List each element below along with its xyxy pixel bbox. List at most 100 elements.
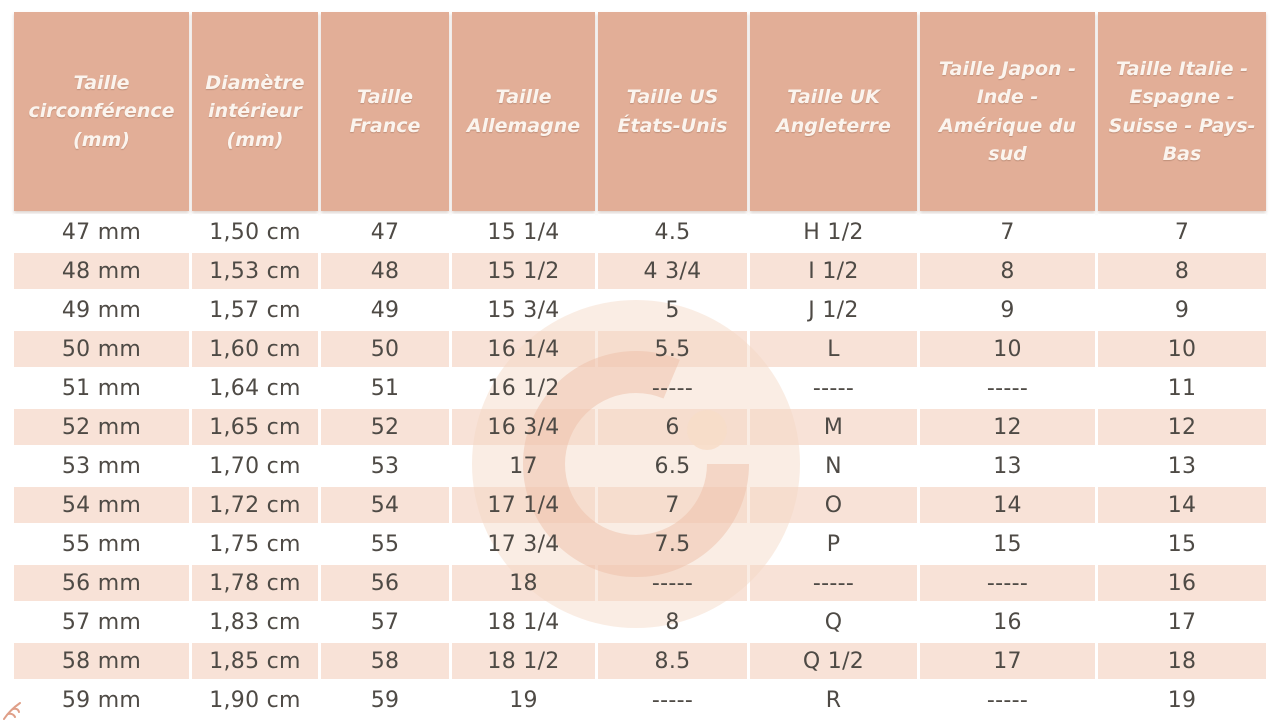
cell-value: 5.5 — [654, 336, 691, 362]
table-cell: N — [750, 448, 917, 484]
table-cell: 7 — [920, 214, 1095, 250]
cell-value: 18 1/4 — [487, 609, 560, 635]
ring-size-conversion-table: Taille circonférence (mm) Diamètre intéri… — [14, 12, 1266, 718]
cell-value: 1,83 cm — [209, 609, 301, 635]
cell-value: 12 — [1167, 414, 1197, 440]
table-cell: R — [750, 682, 917, 718]
cell-value: ----- — [986, 570, 1029, 596]
header-label: Diamètre intérieur (mm) — [205, 71, 305, 151]
cell-value: ----- — [812, 375, 855, 401]
cell-value: 8.5 — [654, 648, 691, 674]
table-cell: 10 — [1098, 331, 1266, 367]
header-label: Taille Allemagne — [466, 86, 581, 137]
table-cell: 17 3/4 — [452, 526, 595, 562]
cell-value: 51 — [370, 375, 400, 401]
cell-value: 1,90 cm — [209, 687, 301, 713]
table-cell: 12 — [920, 409, 1095, 445]
table-cell: 51 — [321, 370, 449, 406]
cell-value: M — [823, 414, 844, 440]
cell-value: J 1/2 — [808, 297, 859, 323]
cell-value: 17 1/4 — [487, 492, 560, 518]
table-cell: 16 — [1098, 565, 1266, 601]
header-cell-4: Taille Allemagne — [452, 12, 595, 211]
table-cell: 8.5 — [598, 643, 747, 679]
cell-value: 5 — [665, 297, 680, 323]
cell-value: 16 1/2 — [487, 375, 560, 401]
table-cell: 18 — [452, 565, 595, 601]
cell-value: 53 mm — [61, 453, 142, 479]
header-cell-1: Taille circonférence (mm) — [14, 12, 189, 211]
cell-value: ----- — [812, 570, 855, 596]
table-cell: ----- — [750, 370, 917, 406]
cell-value: 1,53 cm — [209, 258, 301, 284]
cell-value: 49 — [370, 297, 400, 323]
table-cell: 4 3/4 — [598, 253, 747, 289]
cell-value: 50 — [370, 336, 400, 362]
table-cell: 59 — [321, 682, 449, 718]
table-cell: 14 — [920, 487, 1095, 523]
table-cell: Q 1/2 — [750, 643, 917, 679]
cell-value: 17 — [1167, 609, 1197, 635]
cell-value: I 1/2 — [808, 258, 859, 284]
cell-value: 1,72 cm — [209, 492, 301, 518]
table-cell: 16 1/2 — [452, 370, 595, 406]
cell-value: 18 1/2 — [487, 648, 560, 674]
table-cell: 52 mm — [14, 409, 189, 445]
cell-value: 18 — [1167, 648, 1197, 674]
cell-value: 50 mm — [61, 336, 142, 362]
table-cell: 57 mm — [14, 604, 189, 640]
table-cell: 58 mm — [14, 643, 189, 679]
table-cell: ----- — [920, 370, 1095, 406]
table-cell: L — [750, 331, 917, 367]
cell-value: 6 — [665, 414, 680, 440]
header-cell-7: Taille Japon - Inde - Amérique du sud — [920, 12, 1095, 211]
cell-value: L — [827, 336, 840, 362]
cell-value: 47 — [370, 219, 400, 245]
cell-value: 16 3/4 — [487, 414, 560, 440]
cell-value: 52 mm — [61, 414, 142, 440]
table-cell: 1,78 cm — [192, 565, 318, 601]
table-cell: 8 — [1098, 253, 1266, 289]
table-cell: 56 mm — [14, 565, 189, 601]
table-cell: 10 — [920, 331, 1095, 367]
header-label: Taille France — [349, 86, 421, 137]
cell-value: 58 — [370, 648, 400, 674]
cell-value: 18 — [509, 570, 538, 596]
cell-value: 55 mm — [61, 531, 142, 557]
cell-value: O — [824, 492, 843, 518]
cell-value: 12 — [993, 414, 1022, 440]
cell-value: 7 — [1000, 219, 1015, 245]
table-cell: 8 — [598, 604, 747, 640]
table-cell: 17 — [920, 643, 1095, 679]
table-cell: 1,72 cm — [192, 487, 318, 523]
cell-value: 7 — [1174, 219, 1190, 245]
table-cell: J 1/2 — [750, 292, 917, 328]
cell-value: 59 — [370, 687, 400, 713]
header-cell-6: Taille UK Angleterre — [750, 12, 917, 211]
cell-value: 15 3/4 — [487, 297, 560, 323]
cell-value: 14 — [993, 492, 1022, 518]
table-cell: 15 — [1098, 526, 1266, 562]
cell-value: 1,50 cm — [209, 219, 301, 245]
cell-value: 13 — [993, 453, 1022, 479]
cell-value: 52 — [370, 414, 400, 440]
cell-value: 15 1/4 — [487, 219, 560, 245]
table-cell: 1,90 cm — [192, 682, 318, 718]
cell-value: 17 — [993, 648, 1022, 674]
table-cell: 53 mm — [14, 448, 189, 484]
cell-value: 9 — [1000, 297, 1015, 323]
table-cell: 55 mm — [14, 526, 189, 562]
cell-value: Q — [824, 609, 843, 635]
table-cell: ----- — [598, 682, 747, 718]
table-cell: ----- — [920, 565, 1095, 601]
table-cell: 16 3/4 — [452, 409, 595, 445]
table-cell: 16 1/4 — [452, 331, 595, 367]
cell-value: 54 — [370, 492, 400, 518]
table-cell: 52 — [321, 409, 449, 445]
table-cell: Q — [750, 604, 917, 640]
cell-value: 4.5 — [654, 219, 691, 245]
header-cell-8: Taille Italie - Espagne - Suisse - Pays-… — [1098, 12, 1266, 211]
cell-value: 1,65 cm — [209, 414, 301, 440]
cell-value: 57 mm — [61, 609, 142, 635]
